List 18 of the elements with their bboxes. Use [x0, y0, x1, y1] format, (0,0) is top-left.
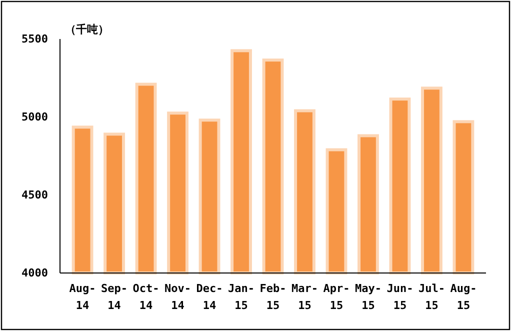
x-tick-label: Apr-15: [323, 282, 350, 312]
x-tick-label: Jun-15: [386, 282, 414, 312]
x-tick-label: Sep-14: [101, 282, 128, 312]
y-tick-label: 4000: [22, 266, 48, 280]
x-tick-label: Mar-15: [291, 282, 318, 312]
x-tick-label: May-15: [354, 282, 382, 312]
y-tick-label: 5000: [22, 110, 48, 124]
x-tick-label: Dec-14: [196, 282, 223, 312]
x-tick-label: Aug-15: [450, 282, 477, 312]
y-tick-label: 5500: [22, 32, 48, 46]
y-axis-title: （千吨）: [65, 23, 109, 36]
x-tick-label: Feb-15: [260, 282, 286, 312]
x-tick-label: Oct-14: [132, 282, 160, 312]
x-tick-label: Nov-14: [164, 282, 192, 312]
x-tick-label: Jul-15: [418, 282, 445, 312]
x-tick-label: Aug-14: [69, 282, 96, 312]
x-tick-label: Jan-15: [228, 282, 255, 312]
y-tick-label: 4500: [22, 188, 48, 202]
